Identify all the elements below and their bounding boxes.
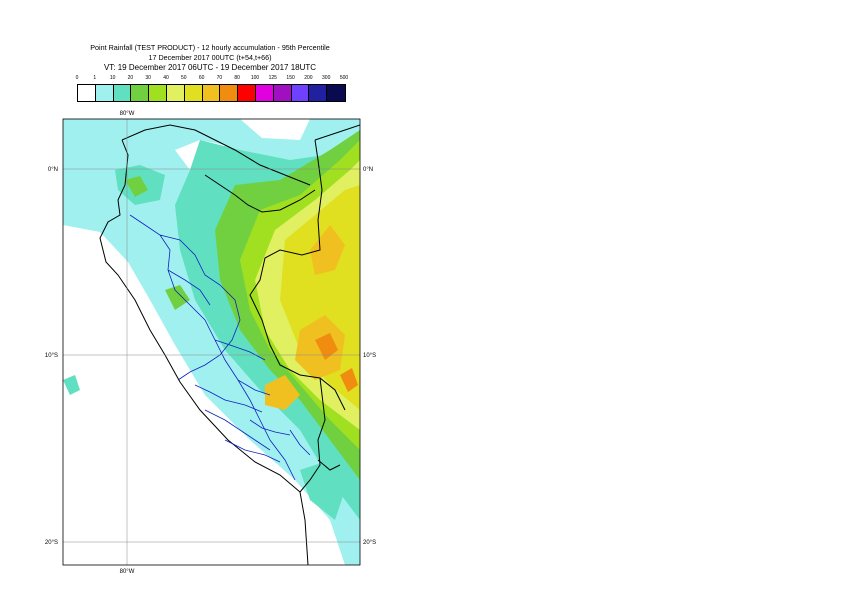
legend-swatch <box>220 85 239 101</box>
country-borders <box>99 124 360 565</box>
legend-swatch <box>184 85 203 101</box>
legend-threshold-label: 60 <box>198 75 205 81</box>
region-borders <box>129 214 311 481</box>
legend-swatch <box>238 85 256 101</box>
chart-title: Point Rainfall (TEST PRODUCT) - 12 hourl… <box>90 43 330 52</box>
lat-label-left-0: 0°N <box>48 167 58 173</box>
legend-swatch <box>202 85 221 101</box>
legend-threshold-label: 500 <box>339 75 349 81</box>
rain-heavy-patch <box>315 333 338 360</box>
dry-coast-area <box>63 225 345 565</box>
legend-threshold-label: 50 <box>181 75 187 81</box>
lon-label-top: 80°W <box>120 111 135 117</box>
rain-orange-patch-3 <box>265 375 300 410</box>
legend-threshold-label: 200 <box>304 75 313 81</box>
legend-threshold-label: 80 <box>234 75 240 81</box>
legend-swatch <box>149 85 167 101</box>
legend-swatch <box>273 85 292 101</box>
legend-swatch <box>291 85 310 101</box>
base-time: 17 December 2017 00UTC (t+54,t+66) <box>148 53 272 62</box>
graticule <box>63 119 360 565</box>
legend-threshold-label: 300 <box>322 75 331 81</box>
legend-swatch <box>309 85 328 101</box>
lat-label-right-10s: 10°S <box>363 353 376 359</box>
rain-green-central <box>165 285 190 310</box>
legend-threshold-label: 0 <box>75 75 79 81</box>
valid-time: VT: 19 December 2017 06UTC - 19 December… <box>103 63 317 72</box>
legend-threshold-label: 70 <box>216 75 223 81</box>
legend-threshold-label: 100 <box>250 75 260 81</box>
legend-swatch <box>78 85 96 101</box>
map-frame <box>62 118 361 566</box>
lon-label-bottom: 80°W <box>120 569 135 575</box>
legend-swatch <box>166 85 185 101</box>
lat-label-left-20s: 20°S <box>45 540 58 546</box>
color-legend <box>77 84 346 102</box>
legend-threshold-label: 10 <box>109 75 116 81</box>
rain-coastal-offshore <box>63 375 80 395</box>
legend-swatch <box>255 85 274 101</box>
legend-threshold-label: 30 <box>145 75 151 81</box>
rain-green-west <box>125 176 148 197</box>
legend-swatch <box>131 85 150 101</box>
lat-label-left-10s: 10°S <box>45 353 58 359</box>
legend-swatch <box>95 85 114 101</box>
legend-threshold-label: 40 <box>163 75 169 81</box>
rain-orange-patch <box>310 225 345 275</box>
legend-swatch <box>113 85 132 101</box>
legend-threshold-label: 1 <box>93 75 97 81</box>
rain-coastal-south <box>300 460 345 520</box>
legend-threshold-label: 150 <box>286 75 295 81</box>
legend-swatch <box>327 85 345 101</box>
lat-label-right-20s: 20°S <box>363 540 376 546</box>
legend-threshold-label: 125 <box>268 75 277 81</box>
dry-north-patch-2 <box>240 119 310 140</box>
legend-thresholds: 0 1 10 20 30 40 50 60 70 80 100 125 150 200 300 500 <box>0 75 842 83</box>
legend-threshold-label: 20 <box>127 75 134 81</box>
rain-heavy-patch-2 <box>340 368 358 392</box>
lat-label-right-0: 0°N <box>363 167 373 173</box>
